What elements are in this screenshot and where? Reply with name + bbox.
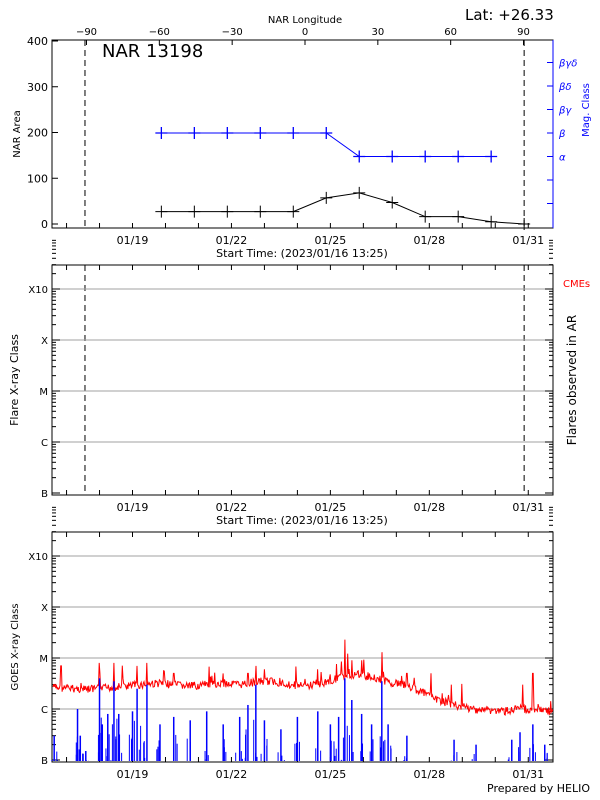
latitude-label: Lat: +26.33 <box>465 6 554 24</box>
y-tick-label: 400 <box>27 35 48 48</box>
area-point <box>287 205 300 218</box>
cme-legend: CMEs <box>563 279 590 290</box>
top-x-tick-label: 30 <box>371 27 384 38</box>
mag-class-point <box>254 127 267 139</box>
area-series-line <box>161 192 525 225</box>
area-point <box>221 205 234 218</box>
y2-axis-title-flares-in-ar: Flares observed in AR <box>565 315 579 445</box>
plot-frame-0 <box>51 39 554 229</box>
y-tick-label: X10 <box>28 285 48 296</box>
x-tick-label: 01/31 <box>512 768 544 781</box>
y2-axis-title-mag: Mag. Class <box>581 83 592 137</box>
x-tick-label: 01/22 <box>216 234 248 247</box>
x-tick-label: 01/25 <box>315 768 347 781</box>
area-point <box>452 210 465 223</box>
top-x-tick-label: −60 <box>149 27 170 38</box>
y-tick-label: 100 <box>27 172 48 185</box>
mag-class-point <box>452 150 465 163</box>
mag-class-point <box>320 127 333 139</box>
y2-tick-label: βγ <box>558 106 572 117</box>
x-tick-label: 01/19 <box>117 768 149 781</box>
top-x-tick-label: −90 <box>76 27 97 38</box>
y-axis-title-goes: GOES X-ray Class <box>10 603 21 690</box>
mag-class-point <box>155 127 168 139</box>
plot-frame-2 <box>51 531 554 763</box>
y-tick-label: X <box>41 336 48 347</box>
area-point <box>386 196 399 209</box>
panel-title: NAR 13198 <box>102 41 203 62</box>
x-tick-label: 01/31 <box>512 501 544 514</box>
y-tick-label: 200 <box>27 127 48 140</box>
area-point <box>353 186 366 199</box>
y-tick-label: X <box>41 603 48 614</box>
mag-class-point <box>221 127 234 139</box>
y-tick-label: C <box>41 705 48 716</box>
y2-tick-label: α <box>559 153 566 164</box>
y-tick-label: B <box>41 489 48 500</box>
y-tick-label: C <box>41 438 48 449</box>
area-point <box>320 191 333 204</box>
mag-class-point <box>287 127 300 139</box>
mag-class-point <box>353 150 366 163</box>
top-x-axis-title: NAR Longitude <box>268 15 342 26</box>
y-tick-label: M <box>39 654 48 665</box>
y-tick-label: 300 <box>27 81 48 94</box>
x-tick-label: 01/28 <box>413 768 445 781</box>
top-x-tick-label: 90 <box>517 27 530 38</box>
footer-credit: Prepared by HELIO <box>487 782 590 795</box>
y2-tick-label: βγδ <box>558 59 577 70</box>
x-axis-title-top-panel: Start Time: (2023/01/16 13:25) <box>216 247 388 260</box>
x-tick-label: 01/31 <box>512 234 544 247</box>
plot-frame-1 <box>51 264 554 496</box>
top-x-tick-label: −30 <box>222 27 243 38</box>
top-x-tick-label: 60 <box>444 27 457 38</box>
mag-class-point <box>485 150 498 163</box>
area-point <box>518 218 531 230</box>
area-point <box>485 215 498 228</box>
mag-class-point <box>188 127 201 139</box>
x-tick-label: 01/28 <box>413 501 445 514</box>
x-tick-label: 01/22 <box>216 768 248 781</box>
area-point <box>419 210 432 223</box>
x-axis-title-middle-panel: Start Time: (2023/01/16 13:25) <box>216 514 388 527</box>
x-tick-label: 01/19 <box>117 234 149 247</box>
top-x-tick-label: 0 <box>302 27 308 38</box>
x-tick-label: 01/25 <box>315 501 347 514</box>
x-tick-label: 01/22 <box>216 501 248 514</box>
y-tick-label: B <box>41 756 48 767</box>
area-point <box>188 205 201 218</box>
mag-class-point <box>386 150 399 163</box>
y-axis-title-area: NAR Area <box>12 110 23 157</box>
area-point <box>155 205 168 218</box>
y2-tick-label: β <box>558 129 566 140</box>
x-tick-label: 01/19 <box>117 501 149 514</box>
y-tick-label: 0 <box>41 218 48 231</box>
area-point <box>254 205 267 218</box>
y-tick-label: X10 <box>28 552 48 563</box>
y-tick-label: M <box>39 387 48 398</box>
y2-tick-label: βδ <box>558 82 572 93</box>
goes-long-channel-line <box>52 639 554 716</box>
mag-class-point <box>419 150 432 163</box>
x-tick-label: 01/25 <box>315 234 347 247</box>
y-axis-title-flare: Flare X-ray Class <box>8 334 21 426</box>
x-tick-label: 01/28 <box>413 234 445 247</box>
